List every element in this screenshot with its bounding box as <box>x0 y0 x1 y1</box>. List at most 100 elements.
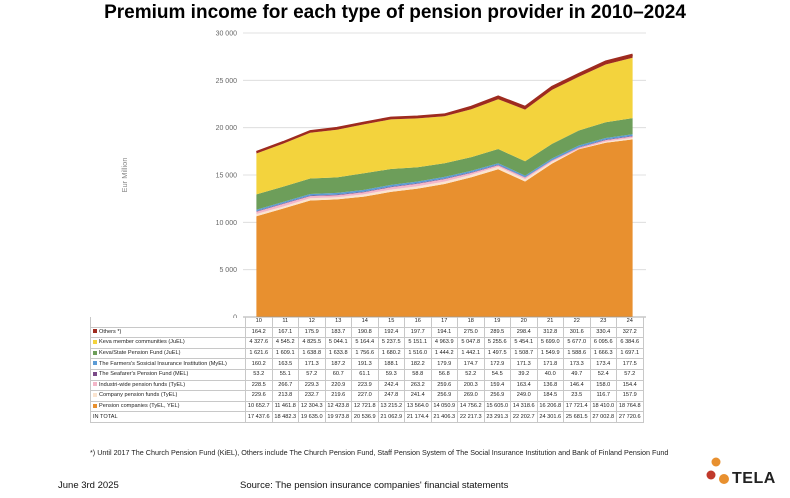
data-label: 57.2 <box>298 368 326 381</box>
data-label: 12 304.3 <box>298 400 326 413</box>
data-label: 12 423.8 <box>324 400 352 413</box>
data-label: 14 756.2 <box>457 400 485 413</box>
y-tick-label: 30 000 <box>216 31 238 38</box>
legend-swatch <box>93 382 97 387</box>
data-label: 4 963.9 <box>430 337 458 349</box>
data-label: 39.2 <box>510 368 538 381</box>
total-value: 17 437.6 <box>245 411 273 423</box>
series-area <box>256 136 633 214</box>
legend-swatch <box>93 403 97 408</box>
data-label: 171.8 <box>536 358 564 370</box>
data-label: 223.9 <box>351 379 379 392</box>
footnote: *) Until 2017 The Church Pension Fund (K… <box>90 448 669 457</box>
data-label: 18 764.8 <box>616 400 644 413</box>
data-label: 177.5 <box>616 358 644 370</box>
series-area <box>256 118 633 210</box>
total-value: 19 635.0 <box>298 411 326 423</box>
data-label: 5 044.1 <box>324 337 352 349</box>
x-tick-label: 11 <box>271 317 299 328</box>
total-value: 22 202.7 <box>510 411 538 423</box>
legend-label: The Seafarer's Pension Fund (MEL) <box>99 371 189 378</box>
data-label: 61.1 <box>351 368 379 381</box>
data-label: 175.9 <box>298 326 326 339</box>
data-label: 52.4 <box>589 368 617 381</box>
x-tick-label: 16 <box>404 317 432 328</box>
total-value: 21 406.3 <box>430 411 458 423</box>
data-label: 136.8 <box>536 379 564 392</box>
data-label: 5 164.4 <box>351 337 379 349</box>
data-label: 56.8 <box>430 368 458 381</box>
y-tick-label: 0 <box>233 315 237 319</box>
data-label: 157.9 <box>616 390 644 402</box>
data-label: 174.7 <box>457 358 485 370</box>
legend-label: Keva member communities (JuEL) <box>99 339 185 346</box>
source-note: Source: The pension insurance companies'… <box>240 480 509 491</box>
data-label: 40.0 <box>536 368 564 381</box>
data-label: 173.3 <box>563 358 591 370</box>
data-label: 52.2 <box>457 368 485 381</box>
table-row: IN TOTAL 17 437.6 18 482.3 19 635.0 19 973.8… <box>90 411 644 423</box>
legend-swatch <box>93 340 97 344</box>
data-label: 187.2 <box>324 358 352 370</box>
table-corner <box>90 317 246 328</box>
table-row: Pension companies (TyEL, YEL) 10 652.7 11 … <box>90 400 644 413</box>
data-label: 15 605.0 <box>483 400 511 413</box>
chart-title: Premium income for each type of pension … <box>104 2 686 23</box>
legend-entry: Keva member communities (JuEL) <box>90 337 246 349</box>
data-label: 5 237.5 <box>377 337 405 349</box>
data-label: 191.3 <box>351 358 379 370</box>
series-area <box>256 134 633 212</box>
data-label: 1 588.6 <box>563 347 591 360</box>
data-label: 192.4 <box>377 326 405 339</box>
data-label: 146.4 <box>563 379 591 392</box>
data-label: 1 633.8 <box>324 347 352 360</box>
data-label: 17 721.4 <box>563 400 591 413</box>
total-value: 24 301.6 <box>536 411 564 423</box>
data-label: 5 151.1 <box>404 337 432 349</box>
series-area <box>256 139 633 317</box>
data-label: 213.8 <box>271 390 299 402</box>
data-label: 53.2 <box>245 368 273 381</box>
data-label: 259.6 <box>430 379 458 392</box>
x-tick-label: 24 <box>616 317 644 328</box>
data-label: 11 461.8 <box>271 400 299 413</box>
data-label: 23.5 <box>563 390 591 402</box>
data-label: 154.4 <box>616 379 644 392</box>
data-label: 229.6 <box>245 390 273 402</box>
data-table: 10 11 12 13 14 15 16 17 18 19 20 21 22 23 24 Others *) 1… <box>90 317 644 423</box>
data-label: 14 318.6 <box>510 400 538 413</box>
x-tick-label: 12 <box>298 317 326 328</box>
y-tick-label: 10 000 <box>216 220 238 227</box>
data-label: 1 442.1 <box>457 347 485 360</box>
data-label: 1 666.3 <box>589 347 617 360</box>
data-label: 1 508.7 <box>510 347 538 360</box>
data-label: 14 050.9 <box>430 400 458 413</box>
table-row: The Seafarer's Pension Fund (MEL) 53.2 55.… <box>90 368 644 381</box>
legend-entry: Company pension funds (TyEL) <box>90 390 246 402</box>
legend-entry: Others *) <box>90 326 246 339</box>
data-label: 1 621.6 <box>245 347 273 360</box>
legend-label: Keva/State Pension Fund (JuEL) <box>99 350 181 357</box>
data-label: 1 638.8 <box>298 347 326 360</box>
total-value: 23 291.3 <box>483 411 511 423</box>
x-tick-label: 14 <box>351 317 379 328</box>
tela-logo-icon <box>706 457 729 484</box>
data-label: 312.8 <box>536 326 564 339</box>
legend-entry: Keva/State Pension Fund (JuEL) <box>90 347 246 360</box>
x-tick-label: 21 <box>536 317 564 328</box>
data-label: 1 549.9 <box>536 347 564 360</box>
data-label: 160.2 <box>245 358 273 370</box>
total-value: 21 062.9 <box>377 411 405 423</box>
data-label: 60.7 <box>324 368 352 381</box>
data-label: 164.2 <box>245 326 273 339</box>
data-label: 1 497.5 <box>483 347 511 360</box>
data-label: 6 095.6 <box>589 337 617 349</box>
table-row: Keva member communities (JuEL) 4 327.6 4 5… <box>90 337 644 349</box>
data-label: 242.4 <box>377 379 405 392</box>
data-label: 229.3 <box>298 379 326 392</box>
legend-label: Industri-wide pension funds (TyEL) <box>99 381 186 388</box>
data-label: 13 564.0 <box>404 400 432 413</box>
data-label: 5 454.1 <box>510 337 538 349</box>
x-tick-label: 23 <box>589 317 617 328</box>
table-row: Others *) 164.2 167.1 175.9 183.7 190.8 192.4 1… <box>90 326 644 339</box>
